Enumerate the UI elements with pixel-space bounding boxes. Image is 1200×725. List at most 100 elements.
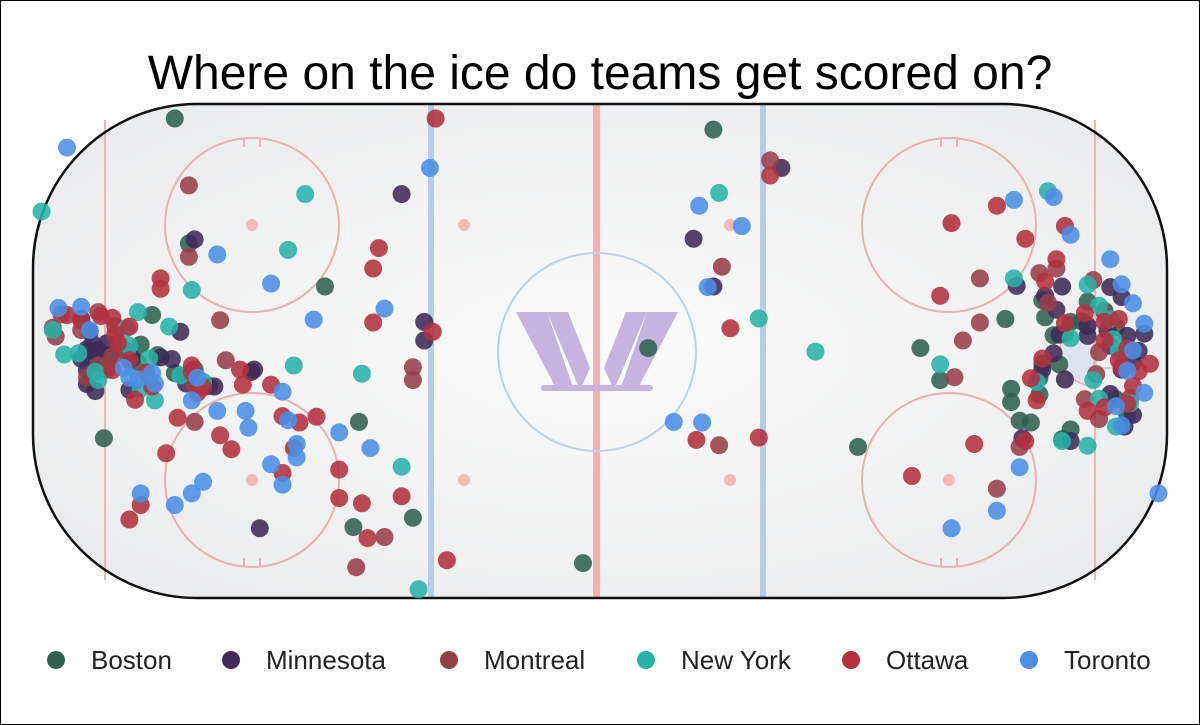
point-toronto	[72, 297, 91, 316]
point-ottawa	[126, 390, 145, 409]
point-toronto	[304, 310, 323, 329]
point-toronto	[1101, 250, 1120, 269]
point-toronto	[1118, 361, 1137, 380]
point-toronto	[942, 519, 961, 538]
point-minnesota	[1118, 326, 1137, 345]
point-boston	[704, 120, 723, 139]
point-toronto	[1135, 314, 1154, 333]
point-boston	[1002, 393, 1021, 412]
point-boston	[403, 508, 422, 527]
point-new-york	[1053, 432, 1072, 451]
point-new-york	[352, 364, 371, 383]
point-new-york	[140, 349, 159, 368]
point-toronto	[1004, 190, 1023, 209]
point-toronto	[287, 435, 306, 453]
faceoff-circle-bottom-right	[861, 392, 1037, 568]
point-toronto	[1124, 294, 1142, 313]
point-boston	[996, 310, 1015, 328]
point-ottawa	[1075, 304, 1094, 323]
point-ottawa	[1095, 331, 1114, 350]
point-ottawa	[369, 239, 388, 258]
point-ottawa	[364, 313, 383, 332]
point-ottawa	[330, 489, 349, 507]
point-toronto	[239, 418, 258, 437]
point-toronto	[690, 196, 709, 215]
point-montreal	[211, 311, 230, 330]
point-toronto	[420, 158, 439, 177]
point-new-york	[128, 303, 147, 322]
rink	[31, 102, 1169, 600]
point-toronto	[287, 448, 306, 467]
point-ottawa	[721, 319, 740, 338]
point-new-york	[32, 202, 51, 221]
point-montreal	[403, 371, 422, 390]
legend-marker-minnesota	[222, 651, 240, 669]
point-toronto	[128, 370, 147, 389]
point-new-york	[55, 345, 74, 364]
legend-item-minnesota: Minnesota	[222, 640, 386, 680]
point-new-york	[43, 321, 62, 340]
legend-label-minnesota: Minnesota	[266, 644, 386, 675]
point-ottawa	[1055, 314, 1074, 333]
point-ottawa	[902, 467, 921, 485]
point-toronto	[987, 501, 1006, 520]
point-new-york	[182, 281, 201, 299]
point-montreal	[347, 558, 366, 577]
point-ottawa	[1033, 349, 1052, 368]
point-ottawa	[157, 444, 176, 463]
point-ottawa	[233, 375, 252, 394]
point-montreal	[945, 368, 964, 387]
point-new-york	[145, 391, 164, 410]
point-montreal	[970, 313, 989, 332]
point-toronto	[194, 472, 213, 491]
point-ottawa	[1016, 229, 1035, 248]
point-boston	[143, 306, 162, 324]
point-new-york	[284, 356, 303, 375]
point-boston	[1002, 379, 1021, 398]
faceoff-circle-bottom-left	[164, 392, 340, 568]
legend-label-ottawa: Ottawa	[886, 644, 969, 675]
point-montreal	[216, 351, 235, 370]
point-toronto	[1112, 416, 1131, 435]
rink-boards	[31, 102, 1169, 600]
legend-label-toronto: Toronto	[1064, 644, 1151, 675]
point-montreal	[710, 436, 729, 455]
point-boston	[931, 371, 950, 390]
legend-item-toronto: Toronto	[1020, 640, 1151, 680]
point-ottawa	[931, 286, 950, 305]
legend-label-montreal: Montreal	[484, 644, 586, 675]
point-montreal	[403, 358, 422, 377]
point-ottawa	[965, 435, 984, 453]
point-toronto	[262, 455, 281, 474]
point-new-york	[1061, 329, 1080, 348]
blue-line-left	[428, 104, 434, 598]
legend: Boston Minnesota Montreal New York Ottaw…	[0, 640, 1200, 680]
point-toronto	[1107, 397, 1125, 416]
point-ottawa	[358, 529, 377, 548]
point-toronto	[114, 358, 133, 377]
point-boston	[165, 109, 184, 128]
point-boston	[911, 339, 930, 358]
point-ottawa	[109, 333, 127, 352]
legend-label-new-york: New York	[681, 644, 791, 675]
point-toronto	[361, 439, 380, 458]
point-toronto	[273, 475, 292, 494]
point-ottawa	[211, 426, 230, 445]
point-toronto	[698, 278, 717, 297]
point-toronto	[1112, 275, 1131, 294]
faceoff-circle-top-right	[861, 137, 1037, 313]
point-boston	[344, 518, 363, 537]
chart-title: Where on the ice do teams get scored on?	[147, 47, 1053, 100]
point-toronto	[1061, 225, 1080, 244]
legend-item-ottawa: Ottawa	[842, 640, 968, 680]
point-montreal	[987, 479, 1006, 498]
point-ottawa	[942, 214, 961, 233]
point-toronto	[1010, 458, 1029, 477]
point-ottawa	[168, 408, 187, 427]
point-minnesota	[392, 185, 411, 204]
point-ottawa	[1095, 312, 1114, 331]
legend-label-boston: Boston	[91, 644, 172, 675]
point-toronto	[208, 245, 227, 264]
point-minnesota	[250, 519, 269, 538]
